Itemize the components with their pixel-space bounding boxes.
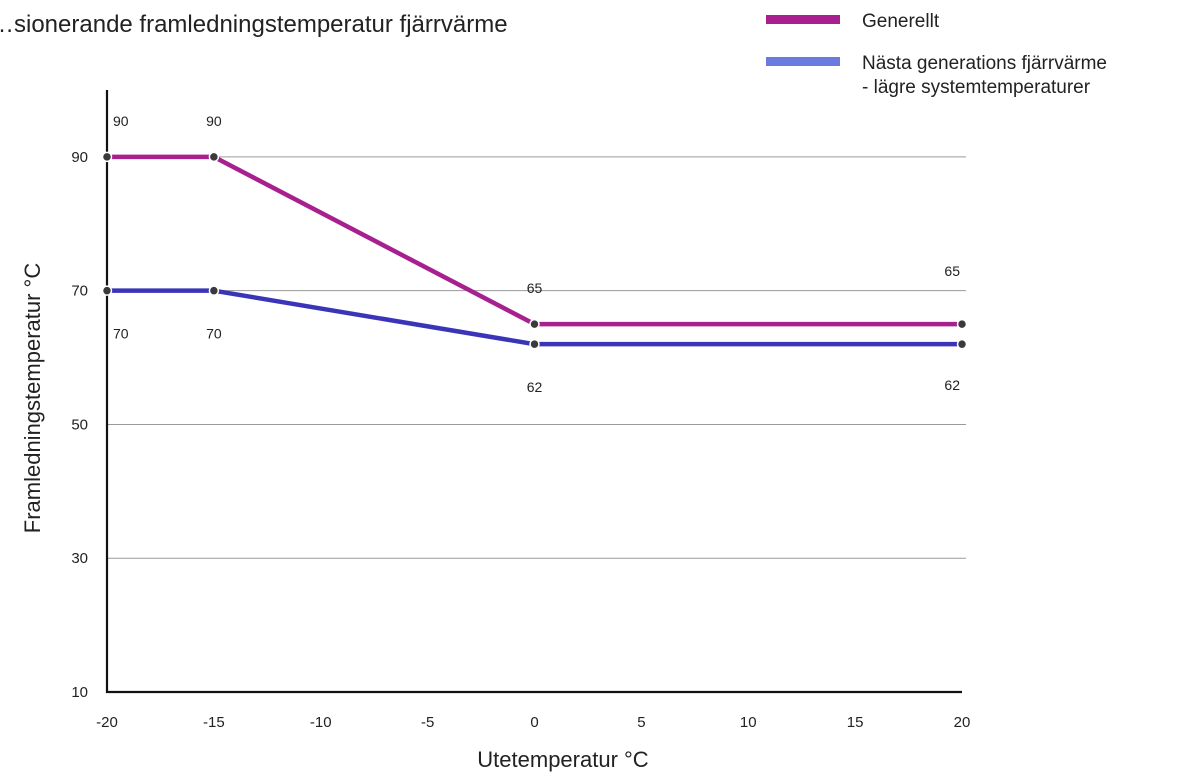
x-tick-label: 15 [847, 714, 864, 731]
chart-title: …sionerande framledningstemperatur fjärr… [0, 11, 508, 38]
legend-label-2: - lägre systemtemperaturer [862, 77, 1091, 98]
x-tick-label: 5 [637, 714, 645, 731]
y-tick-label: 50 [71, 416, 88, 433]
x-tick-label: -5 [421, 714, 434, 731]
series-1-point [956, 318, 968, 330]
x-tick-label: -10 [310, 714, 332, 731]
series-1-point [101, 151, 113, 163]
y-tick-label: 70 [71, 283, 88, 300]
data-label-series-2: 62 [527, 379, 543, 395]
legend-label-1: Generellt [862, 11, 940, 32]
data-label-series-2: 62 [944, 377, 960, 393]
series-2-point [956, 338, 968, 350]
series-2-point [101, 285, 113, 296]
grid-lines [107, 156, 966, 559]
legend-swatch-1 [766, 15, 840, 24]
x-tick-label: 0 [530, 714, 538, 731]
y-tick-label: 10 [71, 684, 88, 701]
series-lines [101, 151, 968, 350]
data-label-series-1: 90 [113, 113, 129, 129]
legend-label-2: Nästa generations fjärrvärme [862, 53, 1107, 74]
data-label-series-2: 70 [206, 326, 222, 342]
x-axis-title: Utetemperatur °C [477, 747, 649, 772]
x-tick-label: 10 [740, 714, 757, 731]
series-1-point [529, 318, 540, 330]
series-2-point [208, 285, 220, 296]
axes: -20 -15 -10 -5 0 5 10 15 20 10 30 50 70 90 [71, 90, 970, 731]
x-tick-label: 20 [954, 714, 971, 731]
y-tick-label: 30 [71, 550, 88, 567]
data-label-series-1: 65 [944, 263, 960, 279]
legend-swatch-2 [766, 57, 840, 66]
series-1-point [208, 151, 220, 163]
data-label-series-2: 70 [113, 326, 129, 342]
y-tick-label: 90 [71, 149, 88, 166]
data-label-series-1: 65 [527, 280, 543, 296]
legend: Generellt Nästa generations fjärrvärme - l… [766, 11, 1107, 98]
x-tick-label: -20 [96, 714, 118, 731]
y-axis-title: Framledningstemperatur °C [20, 263, 45, 534]
data-labels: 90 90 65 65 70 70 62 62 [113, 113, 960, 395]
series-line-1 [104, 154, 965, 327]
x-tick-label: -15 [203, 714, 225, 731]
series-line-2 [104, 288, 965, 347]
series-2-point [529, 338, 540, 350]
data-label-series-1: 90 [206, 113, 222, 129]
